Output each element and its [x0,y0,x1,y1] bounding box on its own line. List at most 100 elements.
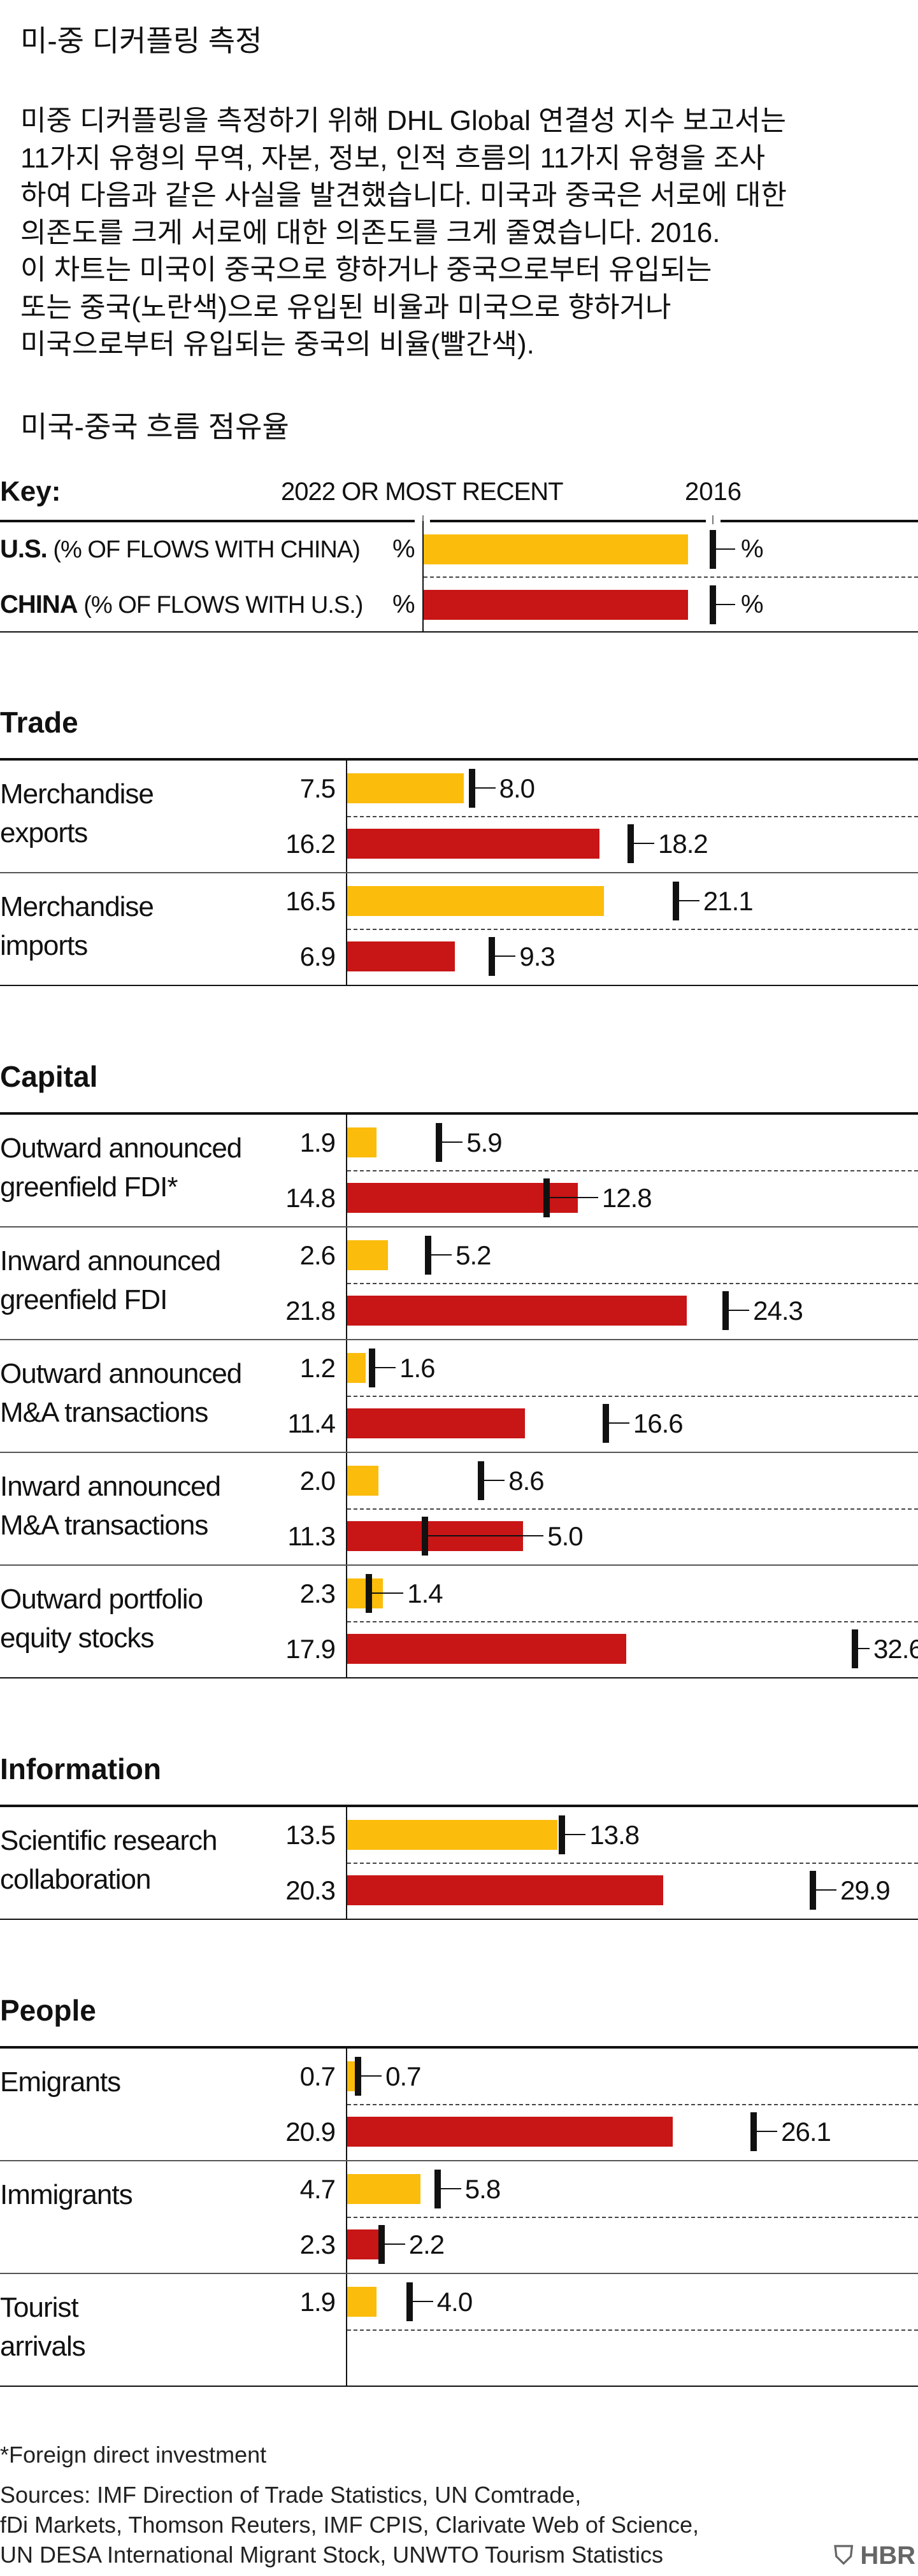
indicator-label-line: arrivals [0,2331,86,2362]
bar-row-china: 17.9 32.6 [0,1621,918,1677]
key-row-name: CHINA [0,590,78,619]
bar-china [347,1634,626,1664]
description: 미중 디커플링을 측정하기 위해 DHL Global 연결성 지수 보고서는 … [20,103,918,364]
dashed-divider [347,2217,918,2218]
connector-line [358,2075,382,2077]
value-label-us: 0.7 [299,2061,336,2091]
section-items: Scientific research collaboration 13.5 13.8… [0,1805,918,1920]
value-label-2016-china: 29.9 [840,1875,891,1905]
key-dashed-divider [424,576,918,578]
indicator-group: Outward announced M&A transactions 1.2 1.6 1… [0,1339,918,1452]
key-row-label: U.S. (% OF FLOWS WITH CHINA) [0,522,361,577]
value-label-2016-us: 5.9 [466,1127,502,1157]
connector-line [754,2131,778,2132]
legend-key: Key: 2022 OR MOST RECENT 2016 U.S. (% OF… [0,475,918,634]
marker-2016-china [722,1291,729,1330]
connector-line [675,900,699,901]
bar-row-china: 16.2 18.2 [0,816,918,871]
value-label-2016-china: 18.2 [657,829,708,859]
marker-2016-china [750,2112,757,2151]
value-label-2016-china: 24.3 [753,1296,803,1326]
key-tick [710,585,716,624]
indicator-group: Outward portfolio equity stocks 2.3 1.4 17.9… [0,1564,918,1677]
value-label-us: 4.7 [299,2174,336,2204]
section-title: Trade [0,706,78,739]
key-baseline-label: 2016 [685,478,742,506]
value-label-china: 14.8 [285,1183,336,1213]
indicator-label-line: Immigrants [0,2179,133,2210]
value-label-2016-us: 21.1 [703,886,754,916]
value-label-china: 2.3 [299,2229,336,2259]
indicator-label-line: greenfield FDI* [0,1171,178,1203]
axis-line [346,1115,347,1226]
value-label-2016-china: 26.1 [781,2117,831,2147]
key-bar-china [424,590,688,620]
indicator-label-line: imports [0,930,88,961]
bar-us [347,1353,366,1383]
indicator-group: Scientific research collaboration 13.5 13.8… [0,1807,918,1919]
shield-icon: ⛉ [834,2542,854,2570]
bar-row-china: 11.3 5.0 [0,1508,918,1564]
description-line: 11가지 유형의 무역, 자본, 정보, 인적 흐름의 11가지 유형을 조사 [20,142,766,174]
bar-row-china: 20.9 26.1 [0,2104,918,2159]
connector-line [605,1422,629,1424]
value-label-us: 2.0 [299,1466,336,1496]
key-row-desc: (% OF FLOWS WITH U.S.) [77,592,363,619]
indicator-label: Tourist arrivals [0,2288,86,2366]
key-marker [712,515,714,524]
indicator-label-line: Outward portfolio [0,1584,203,1615]
axis-line [346,1227,347,1339]
indicator-label-line: Emigrants [0,2066,121,2098]
key-marker [422,515,424,524]
bar-china [347,941,455,971]
description-line: 하여 다음과 같은 사실을 발견했습니다. 미국과 중국은 서로에 대한 [20,180,787,211]
marker-2016-us [672,882,679,920]
dashed-divider [347,1621,918,1622]
bar-row-china: 20.3 29.9 [0,1863,918,1918]
bar-us [347,2174,420,2204]
key-current-label: 2022 OR MOST RECENT [281,478,564,506]
connector-line [546,1197,598,1198]
marker-2016-us [425,1236,432,1275]
indicator-label-line: equity stocks [0,1622,154,1654]
indicator-label-line: Scientific research [0,1825,217,1856]
connector-line [428,1254,452,1256]
value-label-2016-us: 13.8 [589,1820,640,1850]
indicator-label: Merchandise exports [0,775,154,852]
page-title: 미-중 디커플링 측정 [20,24,262,57]
bar-row-us: 0.7 0.7 [0,2049,918,2104]
section-items: Outward announced greenfield FDI* 1.9 5.9 14… [0,1112,918,1678]
value-label-2016-china: 2.2 [408,2229,445,2259]
value-label-2016-china: 12.8 [601,1183,652,1213]
key-bottom-divider [0,631,918,633]
value-label-us: 1.9 [299,2287,336,2317]
indicator-label: Immigrants [0,2175,133,2214]
key-connector [716,548,735,550]
section-information: Information Scientific research collaborat… [0,1678,918,1920]
axis-line [346,1340,347,1452]
bar-row-china: 21.8 24.3 [0,1283,918,1338]
marker-2016-us [434,2170,441,2208]
dashed-divider [347,816,918,817]
value-label-us: 2.6 [299,1240,336,1270]
axis-line [346,873,347,985]
marker-2016-us [369,1349,376,1387]
bar-row-us: 16.5 21.1 [0,873,918,929]
dashed-divider [347,929,918,930]
connector-line [471,787,496,789]
bar-us [347,1240,388,1270]
indicator-label-line: Outward announced [0,1133,242,1164]
marker-2016-china [627,824,634,863]
dashed-divider [347,1170,918,1171]
indicator-label-line: Merchandise [0,778,154,810]
indicator-label-line: M&A transactions [0,1510,208,1541]
connector-line [562,1834,586,1835]
section-title: People [0,1994,96,2027]
dashed-divider [347,1863,918,1864]
value-label-china: 20.3 [285,1875,336,1905]
bar-row-us: 1.2 1.6 [0,1340,918,1396]
sources: Sources: IMF Direction of Trade Statisti… [0,2480,699,2570]
indicator-label: Outward portfolio equity stocks [0,1580,203,1657]
dashed-divider [347,2104,918,2105]
bar-row-us: 2.3 1.4 [0,1566,918,1621]
